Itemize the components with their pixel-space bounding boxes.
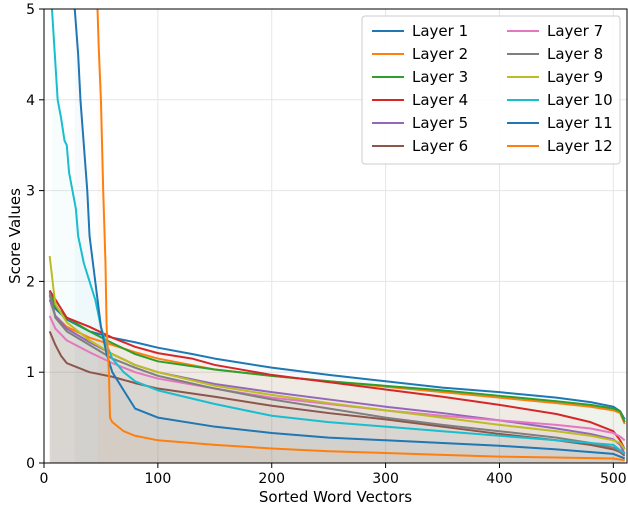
x-tick-label: 100 <box>145 471 172 487</box>
x-tick-label: 500 <box>600 471 627 487</box>
legend-label-layer-2: Layer 2 <box>412 45 468 63</box>
y-tick-label: 4 <box>26 93 35 109</box>
x-tick-label: 300 <box>372 471 399 487</box>
layer-7-line <box>48 315 626 442</box>
plot-frame <box>43 8 628 464</box>
legend-label-layer-6: Layer 6 <box>412 137 468 155</box>
layer-5-line <box>48 299 626 455</box>
x-tick-label: 200 <box>258 471 285 487</box>
layer-12-line <box>96 9 625 462</box>
layer-6-line <box>48 330 626 457</box>
y-tick-label: 1 <box>26 365 35 381</box>
legend-label-layer-1: Layer 1 <box>412 22 468 40</box>
legend-label-layer-7: Layer 7 <box>547 22 603 40</box>
layer-4-line <box>48 289 626 450</box>
layer-9-line <box>48 255 626 450</box>
y-tick-label: 3 <box>26 184 35 200</box>
legend-box <box>361 15 621 165</box>
legend-label-layer-9: Layer 9 <box>547 68 603 86</box>
legend: Layer 1 Layer 2 Layer 3 Layer 4 Layer 5 Layer… <box>361 15 621 165</box>
series-lines <box>48 9 626 462</box>
y-tick-label: 5 <box>26 2 35 18</box>
legend-label-layer-3: Layer 3 <box>412 68 468 86</box>
y-tick-label: 0 <box>26 456 35 472</box>
y-tick-label: 2 <box>26 274 35 290</box>
axes: 0 100 200 300 400 500 0 1 2 3 4 5 <box>26 2 627 487</box>
legend-label-layer-5: Layer 5 <box>412 114 468 132</box>
legend-label-layer-8: Layer 8 <box>547 45 603 63</box>
y-axis-label: Score Values <box>6 188 24 284</box>
layer-11-line <box>73 9 626 460</box>
legend-label-layer-12: Layer 12 <box>547 137 613 155</box>
x-axis-label: Sorted Word Vectors <box>259 488 412 506</box>
legend-label-layer-4: Layer 4 <box>412 91 468 109</box>
x-tick-label: 400 <box>486 471 513 487</box>
legend-label-layer-11: Layer 11 <box>547 114 613 132</box>
legend-label-layer-10: Layer 10 <box>547 91 613 109</box>
x-tick-label: 0 <box>40 471 49 487</box>
